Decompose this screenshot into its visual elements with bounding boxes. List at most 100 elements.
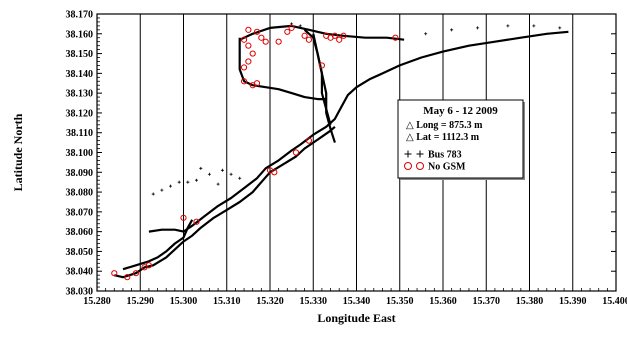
bus-783-track: [239, 24, 405, 41]
y-tick-label: 38.070: [66, 207, 94, 218]
no-gsm-marker: [336, 36, 343, 43]
bus-783-point: [199, 166, 203, 170]
bus-783-point: [476, 26, 480, 30]
bus-783-track: [303, 28, 336, 143]
no-gsm-marker: [340, 32, 347, 39]
bus-783-point: [160, 188, 164, 192]
legend-entry-label: Bus 783: [428, 150, 462, 161]
bus-783-point: [229, 172, 233, 176]
bus-783-point: [532, 24, 536, 28]
legend-plus-marker: [404, 150, 412, 158]
y-tick-label: 38.120: [66, 108, 94, 119]
no-gsm-marker: [145, 262, 152, 269]
bus-783-track: [122, 219, 194, 271]
y-tick-label: 38.040: [66, 267, 94, 278]
x-tick-label: 15.330: [300, 296, 328, 307]
no-gsm-marker: [305, 36, 313, 43]
y-tick-label: 38.110: [66, 128, 93, 139]
legend-entry-label: No GSM: [428, 162, 466, 173]
x-tick-label: 15.310: [213, 296, 241, 307]
legend-title: May 6 - 12 2009: [423, 105, 498, 117]
bus-783-point: [177, 180, 181, 184]
no-gsm-marker: [253, 28, 261, 35]
x-tick-label: 15.400: [602, 296, 627, 307]
bus-783-track: [312, 33, 332, 126]
bus-783-point: [450, 28, 454, 32]
y-tick-label: 38.100: [66, 148, 94, 159]
no-gsm-marker: [262, 38, 269, 45]
bus-783-track: [114, 125, 336, 279]
bus-783-point: [238, 176, 242, 180]
no-gsm-marker: [318, 62, 325, 69]
no-gsm-marker: [275, 38, 282, 45]
x-tick-label: 15.290: [127, 296, 155, 307]
bus-783-point: [186, 180, 190, 184]
no-gsm-marker: [240, 78, 248, 85]
x-tick-label: 15.390: [559, 296, 587, 307]
bus-783-point: [216, 182, 220, 186]
no-gsm-marker: [258, 34, 265, 41]
y-tick-label: 38.080: [66, 188, 94, 199]
no-gsm-marker: [193, 218, 200, 225]
no-gsm-marker: [284, 28, 291, 35]
no-gsm-marker: [111, 270, 118, 277]
no-gsm-marker: [245, 58, 252, 65]
y-tick-label: 38.060: [66, 227, 94, 238]
x-tick-label: 15.340: [343, 296, 371, 307]
bus-783-point: [194, 178, 198, 182]
bus-783-point: [151, 192, 155, 196]
legend-plus-marker: [416, 150, 424, 158]
x-tick-label: 15.360: [429, 296, 457, 307]
data-layer: [111, 22, 569, 281]
legend-circle-marker: [416, 162, 424, 170]
no-gsm-marker: [331, 32, 338, 39]
no-gsm-marker: [271, 169, 278, 176]
no-gsm-marker: [240, 64, 248, 71]
bus-783-track: [238, 37, 327, 101]
no-gsm-marker: [292, 149, 300, 156]
bus-783-point: [220, 168, 224, 172]
no-gsm-marker: [253, 80, 261, 87]
y-tick-label: 38.030: [66, 287, 94, 298]
y-tick-label: 38.130: [66, 89, 94, 100]
no-gsm-marker: [245, 42, 252, 49]
y-tick-label: 38.050: [66, 247, 94, 258]
no-gsm-marker: [132, 270, 140, 277]
no-gsm-marker: [288, 24, 295, 31]
bus-783-track: [148, 30, 569, 233]
no-gsm-marker: [305, 137, 313, 144]
legend-stat: △ Long = 875.3 m: [406, 120, 483, 131]
axes: 15.280 15.290 15.300 15.310 15.320 15.330 15.3…: [66, 10, 627, 308]
bus-783-point: [506, 24, 510, 28]
no-gsm-marker: [180, 214, 187, 221]
legend-stat: △ Lat = 1112.3 m: [406, 132, 480, 143]
y-tick-label: 38.170: [66, 10, 94, 21]
x-tick-label: 15.280: [83, 296, 111, 307]
y-tick-label: 38.090: [66, 168, 94, 179]
no-gsm-marker: [124, 274, 131, 281]
y-axis-label: Latitude North: [11, 113, 25, 191]
no-gsm-marker: [249, 50, 256, 57]
no-gsm-marker: [245, 26, 252, 33]
legend: May 6 - 12 2009 △ Long = 875.3 m△ Lat = 1…: [397, 99, 525, 180]
legend-box: [397, 99, 524, 179]
no-gsm-marker: [301, 32, 308, 39]
x-tick-label: 15.370: [473, 296, 501, 307]
legend-circle-marker: [404, 162, 412, 170]
no-gsm-marker: [392, 34, 399, 41]
x-tick-label: 15.300: [170, 296, 198, 307]
bus-783-point: [298, 24, 302, 28]
y-tick-label: 38.160: [66, 29, 94, 40]
bus-783-point: [169, 184, 173, 188]
no-gsm-marker: [240, 36, 248, 43]
x-tick-label: 15.350: [386, 296, 414, 307]
x-tick-label: 15.380: [516, 296, 544, 307]
y-tick-label: 38.140: [66, 69, 94, 80]
x-tick-label: 15.320: [256, 296, 284, 307]
bus-783-point: [424, 32, 428, 36]
bus-783-point: [207, 172, 211, 176]
x-axis-label: Longitude East: [317, 311, 395, 325]
bus-783-point: [558, 26, 562, 30]
y-tick-label: 38.150: [66, 49, 94, 60]
